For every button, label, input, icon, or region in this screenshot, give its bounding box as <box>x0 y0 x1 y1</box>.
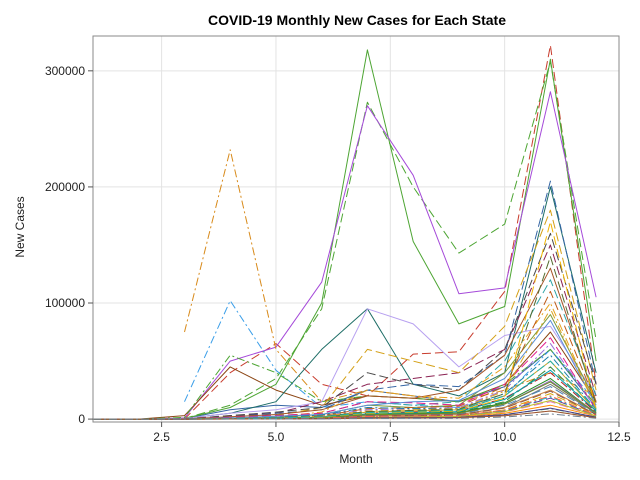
series-line-8 <box>93 331 597 420</box>
series-line-14 <box>93 209 597 420</box>
x-axis-label: Month <box>339 452 372 466</box>
series-line-3 <box>93 49 597 420</box>
x-tick-label: 2.5 <box>153 430 170 444</box>
y-tick-label: 200000 <box>45 180 85 194</box>
x-tick-label: 12.5 <box>607 430 631 444</box>
x-tick-label: 7.5 <box>382 430 399 444</box>
series-line-19 <box>93 314 597 420</box>
x-tick-label: 5.0 <box>268 430 285 444</box>
axis-ticks: 2.5 5.0 7.5 10.0 12.5 0 100000 200000 300000 <box>45 64 631 444</box>
series-line-5 <box>93 91 597 420</box>
series-line-10 <box>93 348 597 420</box>
y-tick-label: 0 <box>78 412 85 426</box>
y-axis-label: New Cases <box>13 196 27 257</box>
x-tick-label: 10.0 <box>493 430 517 444</box>
series-line-51 <box>93 413 597 420</box>
y-tick-label: 100000 <box>45 296 85 310</box>
y-tick-label: 300000 <box>45 64 85 78</box>
series-line-6 <box>184 149 597 403</box>
series-line-15 <box>93 232 597 420</box>
series-group <box>93 44 597 420</box>
plot-frame <box>92 35 620 423</box>
series-line-2 <box>93 44 597 420</box>
chart-title: COVID-19 Monthly New Cases for Each Stat… <box>208 12 506 28</box>
